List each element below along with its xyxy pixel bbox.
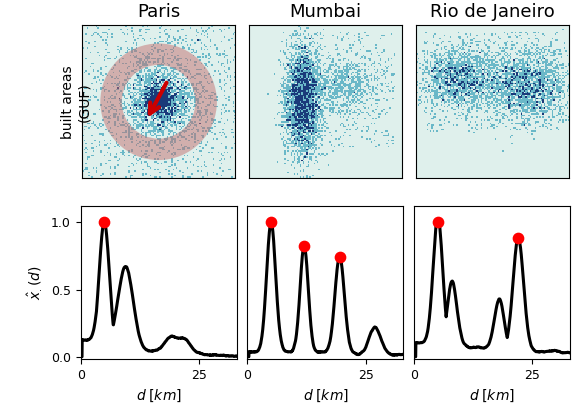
Point: [100, 219, 109, 226]
Y-axis label: built areas
(GUF): built areas (GUF): [61, 65, 92, 139]
Title: Mumbai: Mumbai: [289, 3, 362, 21]
Point: [300, 243, 309, 250]
Wedge shape: [100, 43, 217, 160]
Title: Paris: Paris: [137, 3, 180, 21]
X-axis label: $d\;[km]$: $d\;[km]$: [469, 388, 515, 404]
X-axis label: $d\;[km]$: $d\;[km]$: [136, 388, 181, 404]
Point: [514, 234, 523, 241]
Point: [433, 219, 442, 226]
Y-axis label: $\hat{x}_{.}(d)$: $\hat{x}_{.}(d)$: [26, 265, 46, 300]
X-axis label: $d\;[km]$: $d\;[km]$: [302, 388, 348, 404]
Title: Rio de Janeiro: Rio de Janeiro: [430, 3, 555, 21]
Point: [335, 253, 344, 260]
Point: [267, 219, 276, 226]
